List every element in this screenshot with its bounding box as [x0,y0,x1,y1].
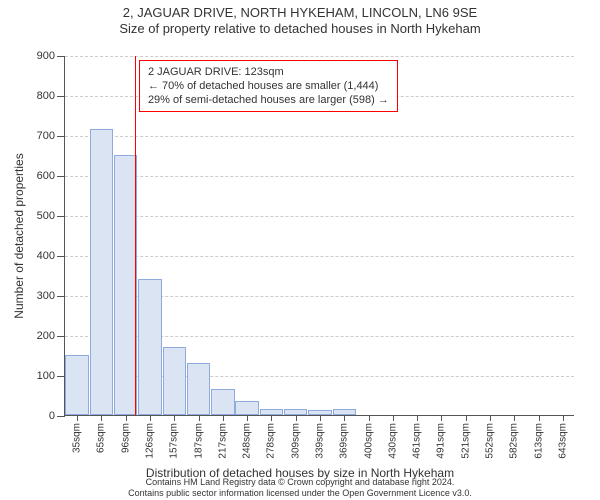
x-tick-label: 369sqm [339,423,350,459]
chart-title: 2, JAGUAR DRIVE, NORTH HYKEHAM, LINCOLN,… [0,0,600,20]
y-tick [57,336,65,337]
bar [90,129,113,415]
x-tick [369,415,370,421]
bar [211,389,234,415]
x-tick-label: 217sqm [217,423,228,459]
bar [114,155,137,415]
plot-area: 010020030040050060070080090035sqm65sqm96… [64,56,574,416]
x-tick [441,415,442,421]
x-tick-label: 552sqm [485,423,496,459]
x-tick-label: 248sqm [242,423,253,459]
x-tick [223,415,224,421]
y-tick [57,176,65,177]
chart-subtitle: Size of property relative to detached ho… [0,20,600,38]
y-tick [57,376,65,377]
x-tick-label: 461sqm [412,423,423,459]
x-tick [393,415,394,421]
y-tick [57,216,65,217]
x-tick [126,415,127,421]
bar [138,279,161,415]
y-tick-label: 600 [37,170,55,182]
y-tick-label: 200 [37,330,55,342]
y-tick-label: 900 [37,50,55,62]
chart-container: 2, JAGUAR DRIVE, NORTH HYKEHAM, LINCOLN,… [0,0,600,500]
gridline [65,256,574,257]
x-tick-label: 278sqm [266,423,277,459]
y-tick-label: 800 [37,90,55,102]
x-tick [417,415,418,421]
y-tick [57,256,65,257]
y-tick-label: 500 [37,210,55,222]
x-tick [271,415,272,421]
x-tick-label: 491sqm [436,423,447,459]
x-tick [344,415,345,421]
y-tick-label: 300 [37,290,55,302]
x-tick-label: 521sqm [460,423,471,459]
annotation-box: 2 JAGUAR DRIVE: 123sqm← 70% of detached … [139,60,398,113]
x-tick [514,415,515,421]
x-tick-label: 309sqm [290,423,301,459]
x-tick [101,415,102,421]
annotation-line: 2 JAGUAR DRIVE: 123sqm [148,65,389,79]
y-tick-label: 400 [37,250,55,262]
x-tick-label: 96sqm [120,423,131,453]
plot-inner: 010020030040050060070080090035sqm65sqm96… [64,56,574,416]
x-tick [296,415,297,421]
y-tick [57,296,65,297]
x-tick-label: 126sqm [145,423,156,459]
annotation-line: 29% of semi-detached houses are larger (… [148,93,389,107]
bar [163,347,186,415]
x-tick [150,415,151,421]
y-tick-label: 700 [37,130,55,142]
y-tick-label: 100 [37,370,55,382]
gridline [65,216,574,217]
x-tick-label: 35sqm [72,423,83,453]
x-tick-label: 339sqm [315,423,326,459]
x-tick-label: 157sqm [169,423,180,459]
y-tick [57,56,65,57]
gridline [65,176,574,177]
x-tick [247,415,248,421]
gridline [65,56,574,57]
x-tick-label: 187sqm [193,423,204,459]
x-tick [174,415,175,421]
x-tick [199,415,200,421]
x-tick [77,415,78,421]
bar [187,363,210,415]
gridline [65,136,574,137]
x-tick-label: 613sqm [533,423,544,459]
x-tick-label: 643sqm [557,423,568,459]
bar [235,401,258,415]
footnote-line2: Contains public sector information licen… [128,488,472,498]
marker-line [135,56,136,415]
footnote: Contains HM Land Registry data © Crown c… [0,477,600,498]
footnote-line1: Contains HM Land Registry data © Crown c… [146,477,455,487]
y-tick-label: 0 [49,410,55,422]
x-tick [490,415,491,421]
bar [65,355,88,415]
y-tick [57,136,65,137]
x-tick [539,415,540,421]
y-tick [57,416,65,417]
x-tick [320,415,321,421]
y-axis-label: Number of detached properties [12,153,26,318]
y-tick [57,96,65,97]
x-tick-label: 65sqm [96,423,107,453]
x-tick-label: 400sqm [363,423,374,459]
x-tick [466,415,467,421]
x-tick-label: 582sqm [509,423,520,459]
x-tick [563,415,564,421]
annotation-line: ← 70% of detached houses are smaller (1,… [148,79,389,93]
x-tick-label: 430sqm [387,423,398,459]
